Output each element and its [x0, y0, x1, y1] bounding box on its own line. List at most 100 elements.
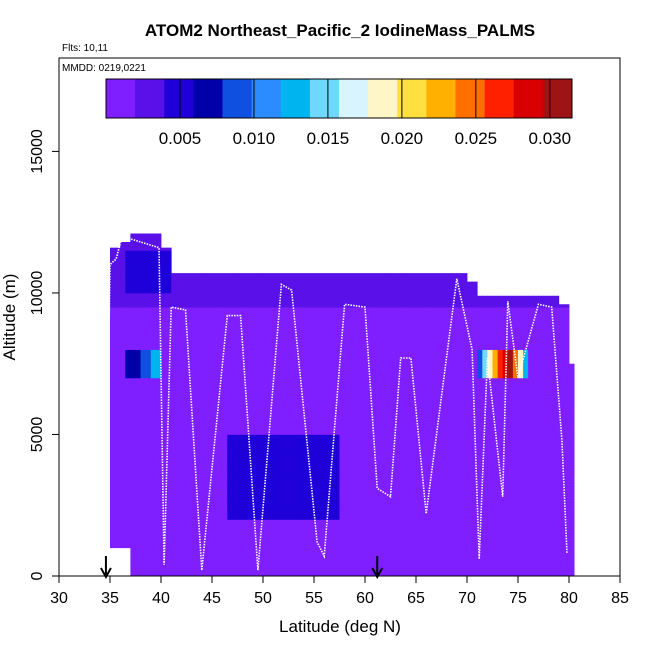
- heatmap-cell: [436, 476, 442, 492]
- heatmap-cell: [416, 292, 422, 308]
- heatmap-cell: [538, 505, 544, 520]
- heatmap-cell: [558, 448, 565, 464]
- heatmap-cell: [354, 278, 361, 294]
- heatmap-cell: [477, 434, 483, 450]
- heatmap-cell: [166, 363, 172, 379]
- heatmap-cell: [212, 491, 218, 506]
- heatmap-cell: [477, 307, 483, 322]
- heatmap-cell: [222, 363, 228, 379]
- heatmap-cell: [314, 335, 320, 350]
- heatmap-cell: [125, 307, 131, 322]
- heatmap-cell: [359, 406, 366, 421]
- colorbar-swatch: [455, 79, 464, 118]
- heatmap-cell: [410, 505, 417, 520]
- heatmap-cell: [528, 349, 534, 365]
- heatmap-cell: [293, 392, 300, 407]
- heatmap-cell: [324, 307, 330, 322]
- heatmap-cell: [212, 307, 218, 322]
- heatmap-cell: [558, 533, 565, 549]
- heatmap-cell: [359, 462, 366, 478]
- heatmap-cell: [416, 533, 422, 549]
- heatmap-cell: [268, 392, 274, 407]
- heatmap-cell: [569, 561, 575, 576]
- flights-label: Flts: 10,11: [62, 43, 108, 54]
- heatmap-cell: [217, 392, 223, 407]
- heatmap-cell: [288, 434, 294, 450]
- heatmap-cell: [467, 321, 473, 336]
- heatmap-cell: [451, 392, 458, 407]
- heatmap-cell: [426, 349, 432, 365]
- heatmap-cell: [150, 491, 157, 506]
- heatmap-cell: [436, 292, 442, 308]
- heatmap-cell: [482, 434, 488, 450]
- heatmap-cell: [155, 264, 162, 280]
- heatmap-cell: [405, 307, 412, 322]
- heatmap-cell: [487, 519, 493, 534]
- heatmap-cell: [237, 491, 243, 506]
- heatmap-cell: [206, 321, 213, 336]
- heatmap-cell: [441, 349, 447, 365]
- heatmap-cell: [553, 547, 560, 563]
- heatmap-cell: [507, 462, 514, 478]
- heatmap-cell: [324, 420, 330, 435]
- heatmap-cell: [191, 420, 198, 435]
- heatmap-cell: [400, 377, 407, 393]
- heatmap-cell: [410, 307, 417, 322]
- heatmap-cell: [191, 377, 198, 393]
- heatmap-cell: [145, 233, 152, 237]
- heatmap-cell: [512, 434, 519, 450]
- heatmap-cell: [334, 349, 340, 365]
- heatmap-cell: [115, 505, 121, 520]
- heatmap-cell: [446, 420, 453, 435]
- colorbar-swatch: [491, 79, 500, 118]
- heatmap-cell: [380, 476, 386, 492]
- heatmap-cell: [176, 363, 182, 379]
- heatmap-cell: [390, 505, 396, 520]
- heatmap-cell: [431, 533, 437, 549]
- heatmap-cell: [201, 335, 208, 350]
- heatmap-cell: [115, 406, 121, 421]
- heatmap-cell: [150, 264, 157, 280]
- heatmap-cell: [365, 392, 371, 407]
- heatmap-cell: [523, 434, 529, 450]
- heatmap-cell: [416, 491, 422, 506]
- heatmap-cell: [518, 505, 524, 520]
- heatmap-cell: [278, 476, 284, 492]
- heatmap-cell: [456, 505, 463, 520]
- heatmap-cell: [472, 547, 478, 563]
- heatmap-cell: [191, 533, 198, 549]
- heatmap-cell: [186, 561, 192, 576]
- colorbar-swatch: [353, 79, 362, 118]
- colorbar-swatch: [499, 79, 507, 118]
- heatmap-cell: [145, 462, 152, 478]
- heatmap-cell: [497, 295, 504, 308]
- heatmap-cell: [252, 307, 259, 322]
- heatmap-cell: [405, 363, 412, 379]
- heatmap-cell: [410, 392, 417, 407]
- heatmap-cell: [283, 476, 289, 492]
- heatmap-cell: [268, 491, 274, 506]
- heatmap-cell: [390, 533, 396, 549]
- heatmap-cell: [528, 363, 534, 379]
- heatmap-cell: [518, 519, 524, 534]
- heatmap-cell: [390, 491, 396, 506]
- heatmap-cell: [329, 392, 335, 407]
- heatmap-cell: [232, 363, 238, 379]
- heatmap-cell: [125, 476, 131, 492]
- heatmap-cell: [191, 547, 198, 563]
- heatmap-cell: [502, 547, 509, 563]
- heatmap-cell: [569, 519, 575, 534]
- heatmap-cell: [252, 363, 259, 379]
- heatmap-cell: [558, 321, 565, 336]
- heatmap-cell: [319, 519, 325, 534]
- heatmap-cell: [334, 273, 340, 280]
- heatmap-cell: [130, 292, 136, 308]
- heatmap-cell: [390, 519, 396, 534]
- heatmap-cell: [140, 547, 147, 563]
- heatmap-cell: [181, 491, 187, 506]
- heatmap-cell: [268, 519, 274, 534]
- heatmap-cell: [436, 363, 442, 379]
- colorbar-tick-label: 0.020: [381, 129, 424, 148]
- heatmap-cell: [446, 476, 453, 492]
- heatmap-cell: [150, 377, 157, 393]
